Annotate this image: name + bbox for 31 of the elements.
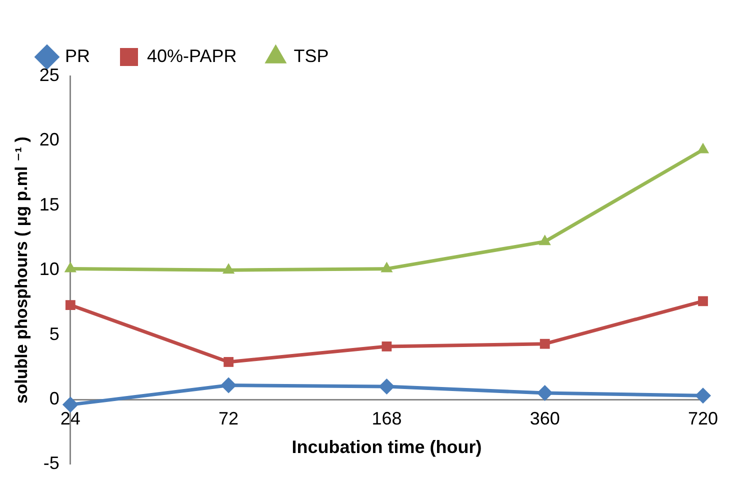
x-axis-title: Incubation time (hour): [292, 436, 482, 457]
point: [382, 341, 392, 352]
point: [540, 338, 550, 349]
x-tick-label: 360: [530, 408, 560, 428]
point: [64, 262, 76, 272]
legend-label: TSP: [294, 46, 329, 66]
point: [538, 234, 551, 246]
y-tick-label: 15: [39, 194, 60, 214]
y-tick-label: 5: [49, 324, 60, 344]
point: [220, 377, 237, 394]
point: [224, 357, 234, 367]
x-tick-label: 168: [372, 408, 402, 428]
y-tick-label: 20: [39, 130, 60, 150]
point: [222, 263, 235, 274]
point: [62, 396, 78, 413]
point: [378, 378, 395, 395]
legend-label: 40%-PAPR: [147, 46, 237, 66]
x-tick-label: 24: [60, 408, 80, 428]
point: [536, 385, 553, 402]
legend-label: PR: [65, 46, 90, 66]
y-tick-label: 0: [49, 388, 60, 408]
point: [65, 300, 76, 310]
point: [695, 388, 711, 404]
x-tick-label: 720: [688, 408, 718, 428]
point: [698, 296, 708, 306]
y-axis-title: soluble phosphours ( µg p.ml ⁻¹ ): [12, 136, 31, 404]
y-tick-label: -5: [43, 453, 60, 474]
y-tick-label: 25: [39, 64, 60, 85]
x-tick-label: 72: [218, 408, 239, 428]
y-tick-label: 10: [39, 259, 60, 280]
point: [380, 262, 393, 272]
